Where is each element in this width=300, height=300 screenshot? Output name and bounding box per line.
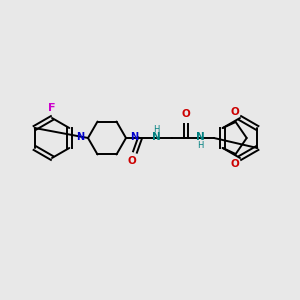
Text: N: N — [196, 132, 204, 142]
Text: O: O — [230, 159, 239, 169]
Text: O: O — [128, 156, 136, 166]
Text: H: H — [153, 125, 159, 134]
Text: N: N — [152, 132, 160, 142]
Text: H: H — [197, 140, 203, 149]
Text: O: O — [230, 107, 239, 117]
Text: N: N — [76, 132, 84, 142]
Text: O: O — [182, 109, 190, 119]
Text: N: N — [130, 132, 138, 142]
Text: F: F — [48, 103, 56, 113]
